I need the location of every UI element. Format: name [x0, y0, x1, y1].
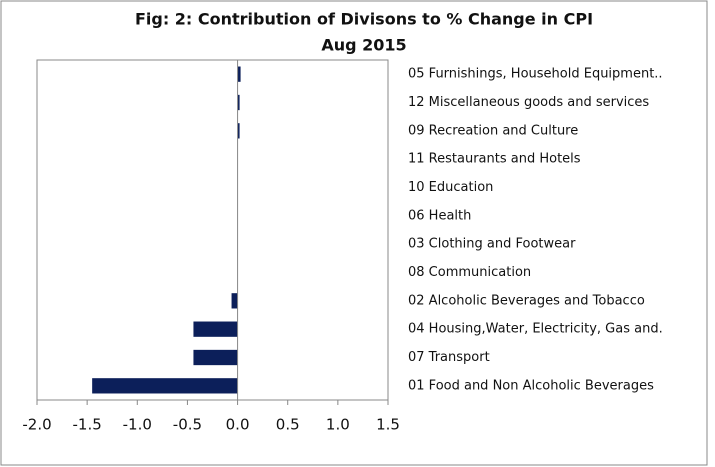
bar: [231, 293, 238, 309]
x-tick-label: -1.0: [123, 416, 152, 434]
chart-subtitle: Aug 2015: [321, 36, 406, 55]
y-tick-label: 10 Education: [408, 180, 493, 195]
chart-title: Fig: 2: Contribution of Divisons to % Ch…: [135, 10, 593, 29]
x-tick-label: 0.0: [226, 416, 250, 434]
x-tick-label: 0.5: [276, 416, 300, 434]
y-tick-label: 11 Restaurants and Hotels: [408, 152, 581, 167]
bar: [193, 321, 238, 337]
y-tick-label: 01 Food and Non Alcoholic Beverages: [408, 378, 654, 393]
plot-area: [36, 59, 389, 401]
bar: [237, 94, 240, 111]
y-tick-label: 07 Transport: [408, 350, 490, 365]
bar: [237, 123, 240, 139]
bar: [237, 66, 241, 82]
bar: [92, 378, 238, 394]
y-tick-label: 04 Housing,Water, Electricity, Gas and.: [408, 322, 663, 337]
x-tick-label: -1.5: [73, 416, 102, 434]
y-tick-label: 02 Alcoholic Beverages and Tobacco: [408, 293, 645, 308]
y-tick-label: 08 Communication: [408, 265, 531, 280]
y-tick-label: 03 Clothing and Footwear: [408, 237, 576, 252]
bar: [193, 349, 238, 366]
x-tick-label: -2.0: [22, 416, 51, 434]
y-tick-label: 12 Miscellaneous goods and services: [408, 95, 649, 110]
y-tick-label: 06 Health: [408, 208, 471, 223]
y-tick-label: 09 Recreation and Culture: [408, 123, 578, 138]
x-tick-label: -0.5: [173, 416, 202, 434]
x-tick-label: 1.0: [326, 416, 350, 434]
x-tick-label: 1.5: [376, 416, 400, 434]
y-tick-label: 05 Furnishings, Household Equipment..: [408, 67, 663, 82]
